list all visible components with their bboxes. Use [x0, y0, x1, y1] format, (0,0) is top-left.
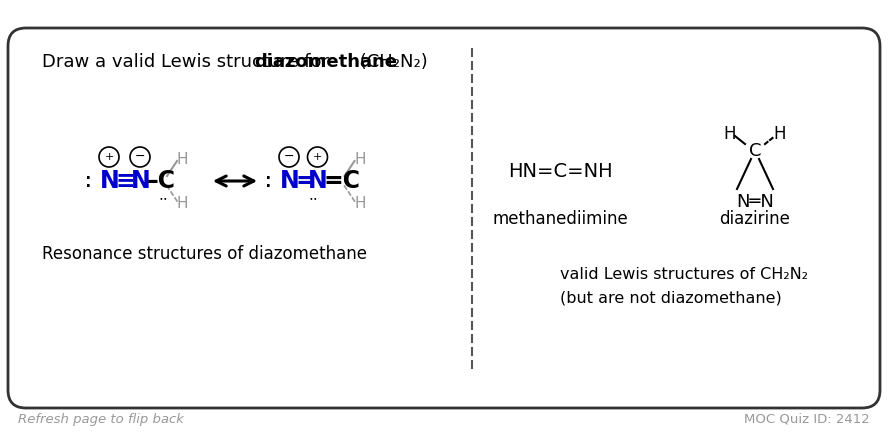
Text: diazirine: diazirine [719, 210, 790, 228]
Text: =: = [296, 169, 315, 193]
Text: N: N [308, 169, 328, 193]
Text: −: − [135, 150, 146, 163]
Text: ⋅⋅: ⋅⋅ [308, 191, 318, 206]
Text: H: H [354, 195, 366, 211]
Text: N═N: N═N [736, 193, 774, 211]
Text: –C: –C [147, 169, 176, 193]
Text: (CH₂N₂): (CH₂N₂) [354, 53, 428, 71]
Text: C: C [749, 142, 761, 160]
Text: :: : [262, 171, 275, 191]
Text: H: H [177, 151, 188, 167]
Text: diazomethane: diazomethane [254, 53, 397, 71]
Text: Refresh page to flip back: Refresh page to flip back [18, 412, 184, 426]
Text: MOC Quiz ID: 2412: MOC Quiz ID: 2412 [744, 412, 870, 426]
Text: −: − [284, 150, 294, 163]
Text: +: + [104, 151, 114, 161]
FancyBboxPatch shape [8, 28, 880, 408]
Text: H: H [724, 125, 736, 143]
Text: Draw a valid Lewis structure for: Draw a valid Lewis structure for [42, 53, 335, 71]
Text: ⋅⋅: ⋅⋅ [158, 191, 168, 206]
Text: :: : [83, 171, 95, 191]
Text: N: N [100, 169, 120, 193]
Text: methanediimine: methanediimine [492, 210, 628, 228]
Text: H: H [773, 125, 786, 143]
Text: Resonance structures of diazomethane: Resonance structures of diazomethane [42, 245, 367, 263]
Text: ≡: ≡ [115, 169, 135, 193]
Text: N: N [280, 169, 300, 193]
Text: H: H [177, 195, 188, 211]
Text: valid Lewis structures of CH₂N₂: valid Lewis structures of CH₂N₂ [560, 266, 808, 282]
Text: N: N [131, 169, 151, 193]
Text: +: + [313, 151, 322, 161]
Text: H: H [354, 151, 366, 167]
Text: HN=C=NH: HN=C=NH [508, 161, 613, 181]
Text: (but are not diazomethane): (but are not diazomethane) [560, 290, 781, 306]
Text: =C: =C [323, 169, 361, 193]
